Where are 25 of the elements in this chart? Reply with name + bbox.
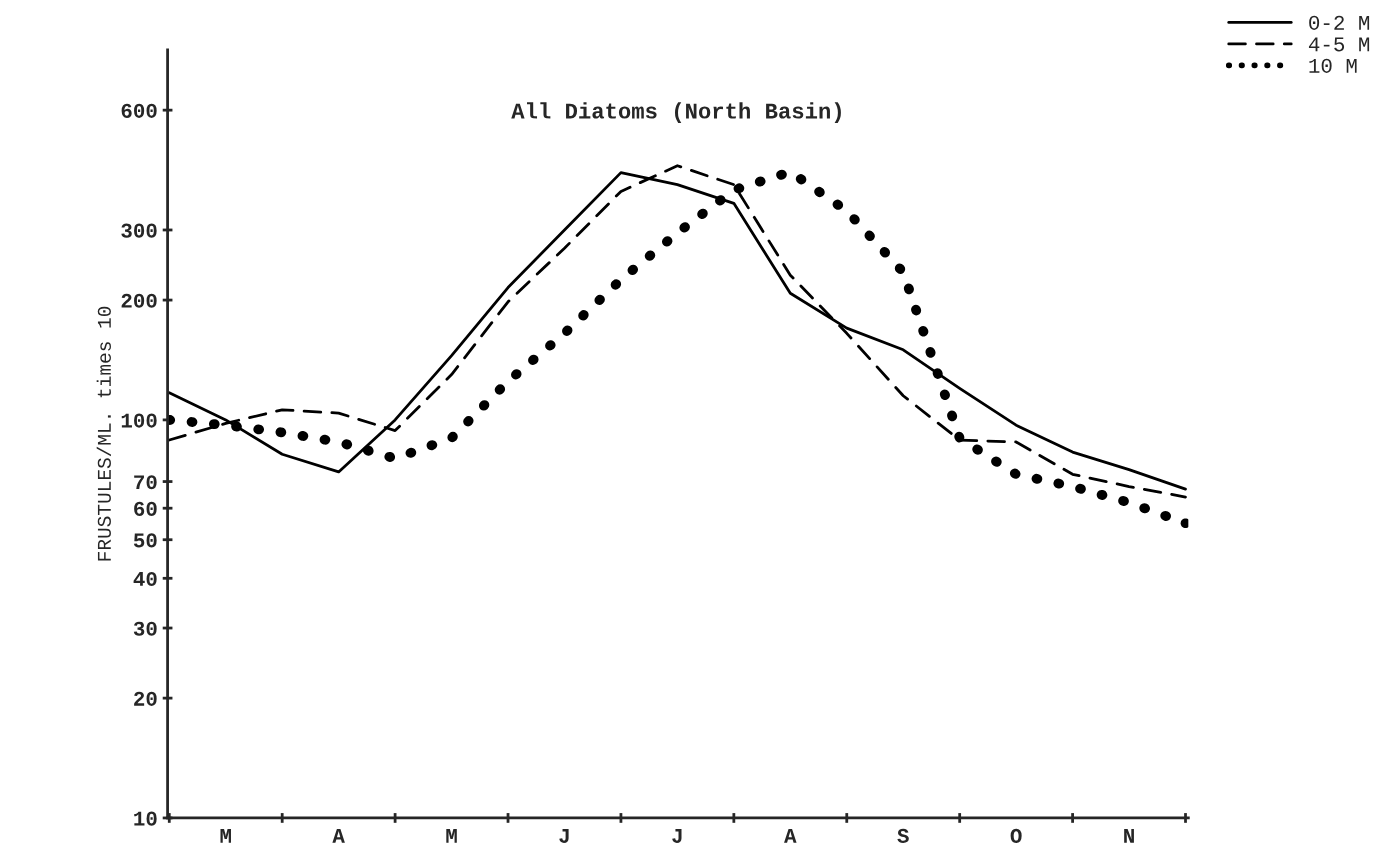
y-tick-label: 20 xyxy=(134,691,157,706)
x-tick-label: O xyxy=(1010,828,1022,843)
y-tick-label: 100 xyxy=(121,413,157,428)
x-tick-label: J xyxy=(672,829,682,843)
y-tick-label: 50 xyxy=(133,533,157,548)
x-tick-label: S xyxy=(897,828,909,843)
text: All Diatoms (North Basin) xyxy=(511,102,841,124)
y-tick-label: 60 xyxy=(134,501,157,516)
y-tick-label: 40 xyxy=(133,571,157,587)
legend-label: 4-5 M xyxy=(1308,37,1370,52)
y-tick-label: 300 xyxy=(121,223,157,238)
y-tick-label: 30 xyxy=(133,621,157,636)
y-tick-label: 200 xyxy=(121,293,157,308)
y-tick-label: 70 xyxy=(134,475,157,490)
legend-label: 0-2 M xyxy=(1309,15,1370,30)
x-tick-label: J xyxy=(559,829,569,843)
y-tick-label: 600 xyxy=(121,103,157,118)
x-tick-label: N xyxy=(1124,829,1134,843)
y-tick-label: 10 xyxy=(134,811,157,826)
legend-label: 10 M xyxy=(1309,58,1357,73)
x-tick-label: A xyxy=(332,829,345,843)
y-axis-title: FRUSTULES/ML. times 10 xyxy=(96,306,111,561)
x-tick-label: M xyxy=(446,829,457,843)
x-tick-label: A xyxy=(784,829,797,843)
x-tick-label: M xyxy=(220,829,231,843)
